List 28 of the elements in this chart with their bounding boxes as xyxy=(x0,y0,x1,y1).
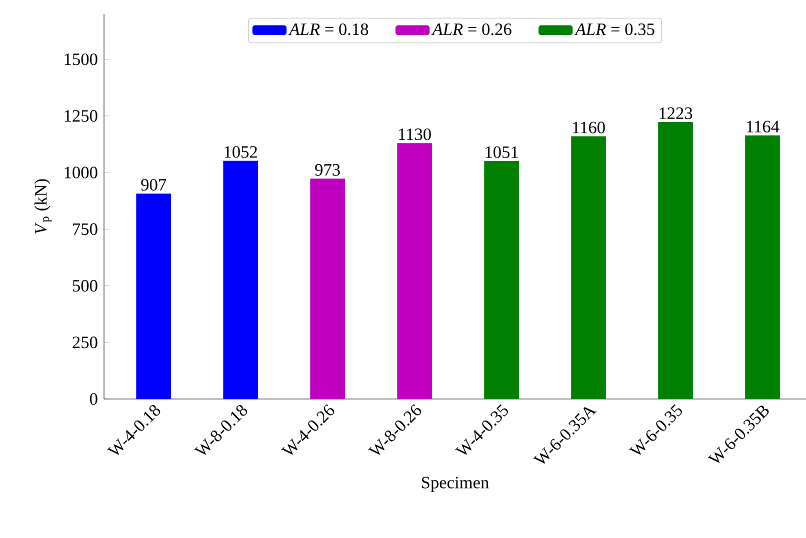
data-label: 1130 xyxy=(399,128,431,140)
y-tick-label: 500 xyxy=(72,280,98,292)
data-label: 1052 xyxy=(224,146,257,158)
bar xyxy=(745,135,780,399)
y-tick-label: 750 xyxy=(73,223,98,235)
x-axis-title: Specimen xyxy=(422,476,489,492)
y-tick-label: 0 xyxy=(90,393,98,405)
y-tick-label: 1500 xyxy=(64,53,98,66)
bar xyxy=(571,136,606,399)
legend-label: ALR = 0.26 xyxy=(431,23,512,36)
bar xyxy=(223,160,258,399)
data-label: 1164 xyxy=(747,120,780,132)
bar xyxy=(484,160,519,399)
y-axis-title: V$_{p}$ (kN) xyxy=(34,179,52,234)
data-label: 973 xyxy=(315,164,340,176)
data-label: 1160 xyxy=(573,122,605,134)
y-tick-label: 250 xyxy=(72,336,98,348)
legend-label: ALR = 0.18 xyxy=(288,23,368,36)
y-tick-label: 1250 xyxy=(64,110,98,122)
y-tick-label: 1000 xyxy=(64,166,98,178)
bar xyxy=(658,122,693,399)
bar xyxy=(310,178,345,399)
legend-label: ALR = 0.35 xyxy=(574,23,654,36)
data-label: 1051 xyxy=(486,146,518,158)
data-label: 1223 xyxy=(660,107,692,120)
bar xyxy=(136,194,171,399)
bar xyxy=(397,143,432,399)
data-label: 907 xyxy=(141,178,166,191)
